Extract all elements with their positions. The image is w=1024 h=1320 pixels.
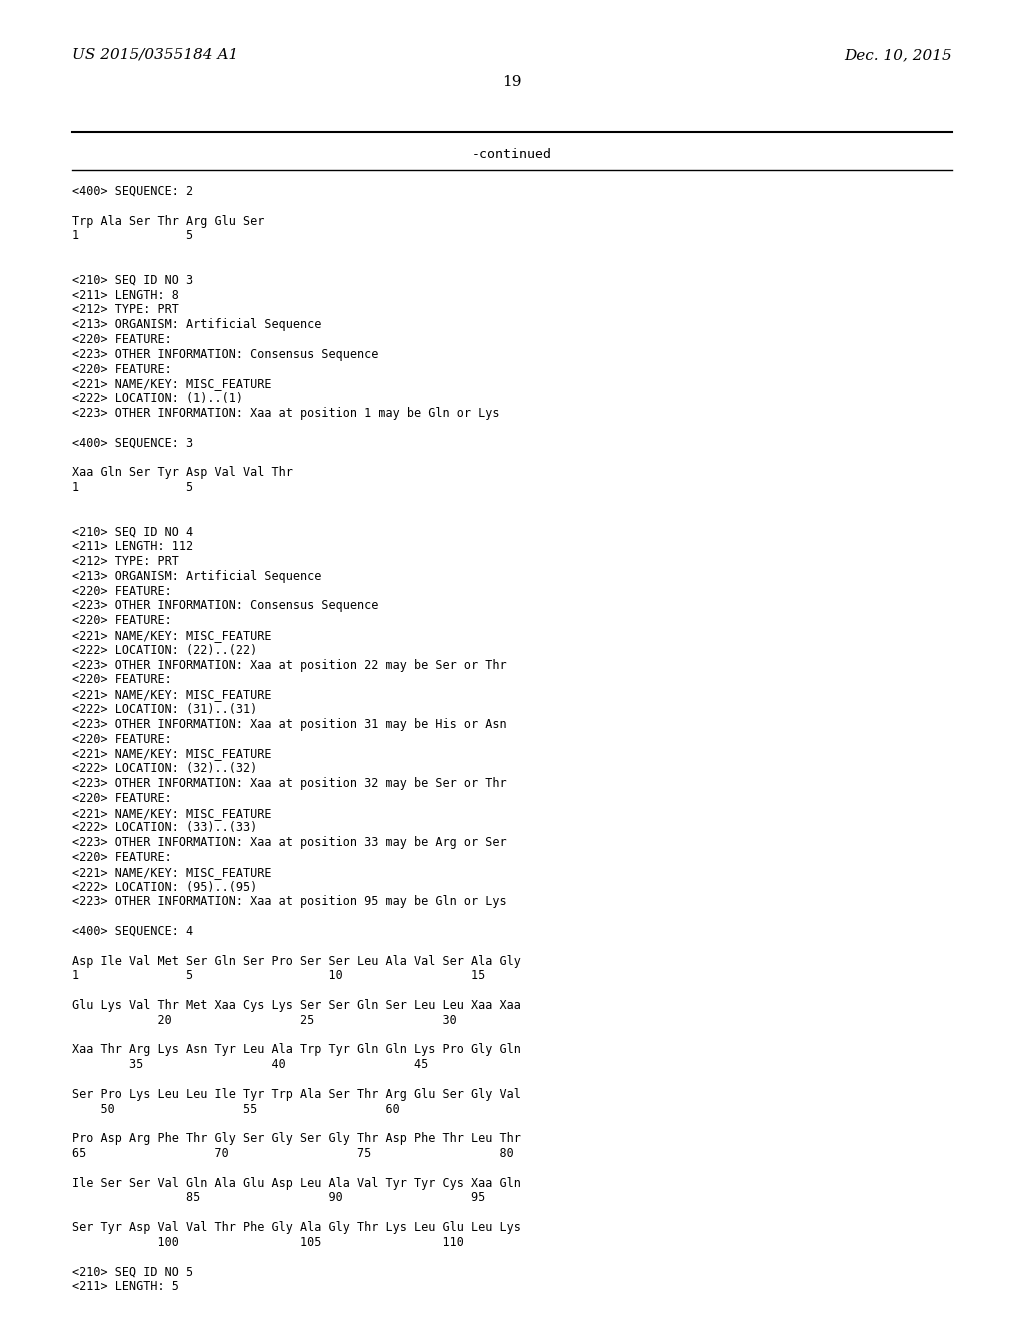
Text: <222> LOCATION: (32)..(32): <222> LOCATION: (32)..(32) bbox=[72, 762, 257, 775]
Text: <400> SEQUENCE: 4: <400> SEQUENCE: 4 bbox=[72, 925, 194, 939]
Text: <213> ORGANISM: Artificial Sequence: <213> ORGANISM: Artificial Sequence bbox=[72, 318, 322, 331]
Text: <222> LOCATION: (95)..(95): <222> LOCATION: (95)..(95) bbox=[72, 880, 257, 894]
Text: Ser Tyr Asp Val Val Thr Phe Gly Ala Gly Thr Lys Leu Glu Leu Lys: Ser Tyr Asp Val Val Thr Phe Gly Ala Gly … bbox=[72, 1221, 521, 1234]
Text: <223> OTHER INFORMATION: Consensus Sequence: <223> OTHER INFORMATION: Consensus Seque… bbox=[72, 599, 379, 612]
Text: <220> FEATURE:: <220> FEATURE: bbox=[72, 614, 172, 627]
Text: <222> LOCATION: (1)..(1): <222> LOCATION: (1)..(1) bbox=[72, 392, 243, 405]
Text: -continued: -continued bbox=[472, 148, 552, 161]
Text: <223> OTHER INFORMATION: Xaa at position 31 may be His or Asn: <223> OTHER INFORMATION: Xaa at position… bbox=[72, 718, 507, 731]
Text: <211> LENGTH: 8: <211> LENGTH: 8 bbox=[72, 289, 179, 301]
Text: <223> OTHER INFORMATION: Xaa at position 32 may be Ser or Thr: <223> OTHER INFORMATION: Xaa at position… bbox=[72, 777, 507, 789]
Text: <222> LOCATION: (33)..(33): <222> LOCATION: (33)..(33) bbox=[72, 821, 257, 834]
Text: <222> LOCATION: (22)..(22): <222> LOCATION: (22)..(22) bbox=[72, 644, 257, 657]
Text: Ile Ser Ser Val Gln Ala Glu Asp Leu Ala Val Tyr Tyr Cys Xaa Gln: Ile Ser Ser Val Gln Ala Glu Asp Leu Ala … bbox=[72, 1176, 521, 1189]
Text: <212> TYPE: PRT: <212> TYPE: PRT bbox=[72, 554, 179, 568]
Text: <221> NAME/KEY: MISC_FEATURE: <221> NAME/KEY: MISC_FEATURE bbox=[72, 807, 271, 820]
Text: <221> NAME/KEY: MISC_FEATURE: <221> NAME/KEY: MISC_FEATURE bbox=[72, 378, 271, 391]
Text: <211> LENGTH: 5: <211> LENGTH: 5 bbox=[72, 1280, 179, 1294]
Text: <220> FEATURE:: <220> FEATURE: bbox=[72, 333, 172, 346]
Text: <220> FEATURE:: <220> FEATURE: bbox=[72, 851, 172, 865]
Text: <213> ORGANISM: Artificial Sequence: <213> ORGANISM: Artificial Sequence bbox=[72, 570, 322, 583]
Text: Trp Ala Ser Thr Arg Glu Ser: Trp Ala Ser Thr Arg Glu Ser bbox=[72, 215, 264, 227]
Text: Xaa Thr Arg Lys Asn Tyr Leu Ala Trp Tyr Gln Gln Lys Pro Gly Gln: Xaa Thr Arg Lys Asn Tyr Leu Ala Trp Tyr … bbox=[72, 1043, 521, 1056]
Text: 1               5: 1 5 bbox=[72, 230, 194, 243]
Text: <220> FEATURE:: <220> FEATURE: bbox=[72, 585, 172, 598]
Text: <400> SEQUENCE: 3: <400> SEQUENCE: 3 bbox=[72, 437, 194, 450]
Text: Asp Ile Val Met Ser Gln Ser Pro Ser Ser Leu Ala Val Ser Ala Gly: Asp Ile Val Met Ser Gln Ser Pro Ser Ser … bbox=[72, 954, 521, 968]
Text: <220> FEATURE:: <220> FEATURE: bbox=[72, 363, 172, 376]
Text: Ser Pro Lys Leu Leu Ile Tyr Trp Ala Ser Thr Arg Glu Ser Gly Val: Ser Pro Lys Leu Leu Ile Tyr Trp Ala Ser … bbox=[72, 1088, 521, 1101]
Text: Glu Lys Val Thr Met Xaa Cys Lys Ser Ser Gln Ser Leu Leu Xaa Xaa: Glu Lys Val Thr Met Xaa Cys Lys Ser Ser … bbox=[72, 999, 521, 1012]
Text: <223> OTHER INFORMATION: Xaa at position 33 may be Arg or Ser: <223> OTHER INFORMATION: Xaa at position… bbox=[72, 836, 507, 849]
Text: <221> NAME/KEY: MISC_FEATURE: <221> NAME/KEY: MISC_FEATURE bbox=[72, 866, 271, 879]
Text: <210> SEQ ID NO 5: <210> SEQ ID NO 5 bbox=[72, 1266, 194, 1278]
Text: US 2015/0355184 A1: US 2015/0355184 A1 bbox=[72, 48, 239, 62]
Text: 65                  70                  75                  80: 65 70 75 80 bbox=[72, 1147, 514, 1160]
Text: <210> SEQ ID NO 4: <210> SEQ ID NO 4 bbox=[72, 525, 194, 539]
Text: <220> FEATURE:: <220> FEATURE: bbox=[72, 792, 172, 805]
Text: 50                  55                  60: 50 55 60 bbox=[72, 1102, 399, 1115]
Text: 1               5: 1 5 bbox=[72, 480, 194, 494]
Text: <222> LOCATION: (31)..(31): <222> LOCATION: (31)..(31) bbox=[72, 704, 257, 715]
Text: 100                 105                 110: 100 105 110 bbox=[72, 1236, 464, 1249]
Text: 85                  90                  95: 85 90 95 bbox=[72, 1192, 485, 1204]
Text: Pro Asp Arg Phe Thr Gly Ser Gly Ser Gly Thr Asp Phe Thr Leu Thr: Pro Asp Arg Phe Thr Gly Ser Gly Ser Gly … bbox=[72, 1133, 521, 1146]
Text: <211> LENGTH: 112: <211> LENGTH: 112 bbox=[72, 540, 194, 553]
Text: <223> OTHER INFORMATION: Consensus Sequence: <223> OTHER INFORMATION: Consensus Seque… bbox=[72, 347, 379, 360]
Text: 20                  25                  30: 20 25 30 bbox=[72, 1014, 457, 1027]
Text: Dec. 10, 2015: Dec. 10, 2015 bbox=[844, 48, 952, 62]
Text: <400> SEQUENCE: 2: <400> SEQUENCE: 2 bbox=[72, 185, 194, 198]
Text: 1               5                   10                  15: 1 5 10 15 bbox=[72, 969, 485, 982]
Text: <223> OTHER INFORMATION: Xaa at position 95 may be Gln or Lys: <223> OTHER INFORMATION: Xaa at position… bbox=[72, 895, 507, 908]
Text: Xaa Gln Ser Tyr Asp Val Val Thr: Xaa Gln Ser Tyr Asp Val Val Thr bbox=[72, 466, 293, 479]
Text: <223> OTHER INFORMATION: Xaa at position 22 may be Ser or Thr: <223> OTHER INFORMATION: Xaa at position… bbox=[72, 659, 507, 672]
Text: <210> SEQ ID NO 3: <210> SEQ ID NO 3 bbox=[72, 273, 194, 286]
Text: <221> NAME/KEY: MISC_FEATURE: <221> NAME/KEY: MISC_FEATURE bbox=[72, 688, 271, 701]
Text: <221> NAME/KEY: MISC_FEATURE: <221> NAME/KEY: MISC_FEATURE bbox=[72, 747, 271, 760]
Text: <220> FEATURE:: <220> FEATURE: bbox=[72, 733, 172, 746]
Text: <212> TYPE: PRT: <212> TYPE: PRT bbox=[72, 304, 179, 317]
Text: <221> NAME/KEY: MISC_FEATURE: <221> NAME/KEY: MISC_FEATURE bbox=[72, 630, 271, 642]
Text: 35                  40                  45: 35 40 45 bbox=[72, 1059, 428, 1072]
Text: <220> FEATURE:: <220> FEATURE: bbox=[72, 673, 172, 686]
Text: 19: 19 bbox=[502, 75, 522, 88]
Text: <223> OTHER INFORMATION: Xaa at position 1 may be Gln or Lys: <223> OTHER INFORMATION: Xaa at position… bbox=[72, 407, 500, 420]
